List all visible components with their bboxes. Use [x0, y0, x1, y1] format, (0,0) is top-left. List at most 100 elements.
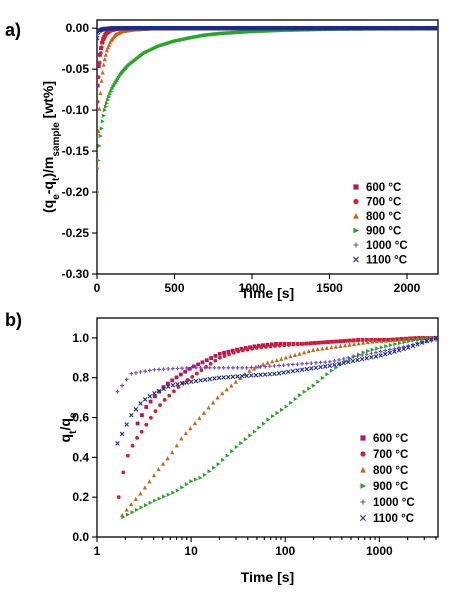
data-point [211, 465, 217, 470]
data-point [332, 362, 337, 368]
data-point [221, 365, 226, 370]
data-point [99, 126, 104, 131]
legend-marker [353, 184, 359, 190]
data-point [265, 342, 270, 347]
data-point [97, 64, 101, 69]
data-point [341, 360, 346, 366]
data-point [230, 348, 235, 353]
data-point [382, 351, 388, 357]
y-tick-label: 0.8 [72, 371, 89, 385]
data-point [311, 383, 316, 388]
data-point [324, 345, 329, 350]
data-point [267, 371, 273, 377]
data-point [189, 479, 194, 484]
data-point [109, 89, 114, 94]
data-point [411, 338, 416, 343]
data-point [97, 128, 101, 134]
data-point [251, 366, 257, 371]
data-point [375, 346, 380, 351]
y-axis-label-part: (q [40, 200, 56, 213]
data-point [143, 503, 149, 508]
data-point [105, 45, 111, 50]
legend-marker [360, 451, 366, 457]
data-point [304, 361, 309, 366]
data-point [124, 422, 129, 427]
data-point [167, 393, 172, 398]
data-point [274, 357, 279, 363]
data-point [103, 52, 108, 57]
data-point [254, 346, 259, 350]
data-point [224, 387, 229, 392]
data-point [200, 360, 205, 365]
data-point [184, 366, 189, 370]
data-point [274, 341, 278, 346]
data-point [121, 515, 126, 520]
data-point [125, 453, 130, 458]
data-point [369, 351, 374, 356]
data-point [275, 410, 280, 416]
data-point [211, 400, 216, 405]
data-point [104, 48, 109, 53]
data-point [247, 368, 252, 373]
data-point [100, 119, 105, 124]
data-point [244, 373, 250, 379]
data-point [299, 367, 305, 373]
data-point [217, 351, 222, 356]
data-point [243, 437, 248, 442]
data-point [346, 356, 351, 360]
data-point [198, 378, 203, 383]
data-point [395, 337, 399, 342]
data-point [147, 479, 152, 484]
data-point [174, 443, 179, 448]
data-point [366, 348, 371, 354]
data-point [277, 343, 282, 348]
series-0 [97, 26, 438, 88]
data-point [253, 372, 259, 378]
legend-marker [360, 483, 367, 489]
x-axis-label: Time [s] [241, 285, 294, 301]
data-point [170, 450, 175, 455]
data-point [125, 512, 131, 517]
data-point [254, 365, 258, 370]
data-point [152, 394, 157, 399]
data-point [171, 389, 176, 394]
data-point [309, 361, 314, 366]
data-point [314, 340, 319, 345]
x-tick-label: 1000 [366, 544, 393, 558]
data-point [171, 490, 176, 495]
data-point [158, 403, 162, 408]
legend-marker [360, 499, 366, 505]
data-point [170, 366, 175, 371]
y-axis-label-part: /q [57, 418, 73, 430]
y-axis-label-part: e [51, 194, 62, 200]
data-point [235, 347, 239, 352]
data-point [197, 415, 202, 421]
series-2 [97, 25, 438, 170]
data-point [320, 375, 325, 381]
data-point [184, 482, 189, 487]
legend-marker [353, 227, 360, 234]
data-point [178, 372, 183, 377]
legend-entry: 700 °C [366, 197, 401, 209]
data-point [221, 457, 226, 463]
data-point [216, 462, 221, 467]
data-point [217, 355, 222, 360]
data-point [379, 338, 384, 343]
data-point [257, 425, 262, 430]
data-point [320, 346, 325, 351]
y-tick-label: -0.30 [62, 267, 90, 281]
data-point [420, 337, 425, 342]
data-point [397, 337, 402, 342]
data-point [234, 444, 239, 450]
data-point [393, 341, 398, 347]
data-point [249, 365, 254, 370]
data-point [222, 354, 227, 358]
data-point [319, 340, 323, 345]
data-point [388, 338, 393, 343]
data-point [318, 364, 323, 370]
data-point [101, 113, 106, 118]
data-point [140, 413, 144, 418]
data-point [147, 393, 153, 399]
data-point [267, 364, 272, 369]
data-point [239, 373, 245, 379]
